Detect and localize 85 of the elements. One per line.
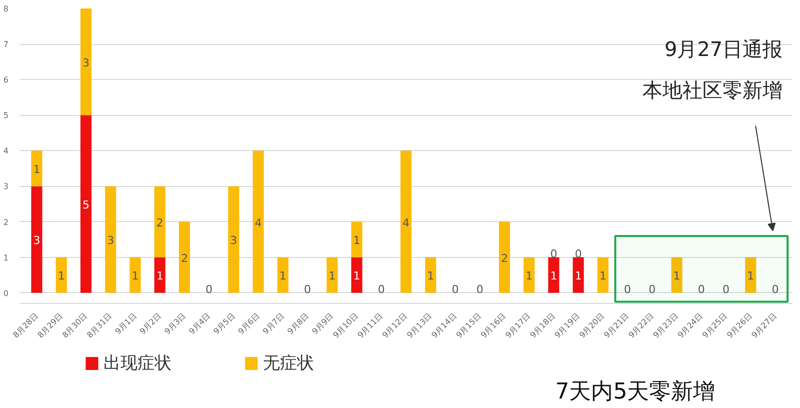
bar	[105, 186, 116, 293]
data-label: 5	[82, 198, 90, 212]
y-tick-label: 2	[3, 218, 9, 227]
bar	[745, 257, 756, 293]
data-label: 0	[206, 282, 213, 296]
data-label: 3	[107, 234, 114, 248]
y-tick-label: 8	[3, 4, 9, 14]
bar	[80, 8, 92, 116]
bar	[228, 186, 240, 293]
y-tick-label: 1	[3, 253, 9, 262]
data-label: 0	[476, 282, 484, 296]
data-label: 0	[550, 247, 558, 260]
bar	[80, 115, 92, 293]
data-label: 1	[747, 270, 754, 283]
data-label: 1	[279, 270, 286, 283]
y-tick-label: 3	[3, 182, 9, 192]
bar	[154, 257, 166, 293]
data-label: 2	[156, 216, 164, 230]
data-label: 3	[33, 234, 40, 248]
bar	[277, 257, 288, 293]
data-label: 0	[378, 282, 385, 296]
bar	[400, 150, 412, 293]
data-label: 1	[353, 234, 360, 248]
data-label: 2	[180, 252, 188, 265]
data-label: 3	[82, 56, 90, 70]
bar	[326, 257, 338, 293]
data-label: 3	[230, 234, 238, 248]
y-tick-label: 6	[3, 76, 9, 85]
data-label: 1	[599, 270, 606, 283]
bar	[524, 257, 535, 293]
data-label: 1	[33, 162, 40, 176]
data-label: 1	[526, 270, 533, 283]
bar	[351, 222, 362, 258]
x-tick-label: 9月1日	[114, 311, 138, 336]
x-tick-label: 9月6日	[236, 311, 262, 336]
data-label: 1	[427, 270, 434, 283]
data-label: 1	[156, 270, 164, 283]
data-label: 1	[58, 270, 65, 283]
bar	[31, 186, 42, 293]
bar	[425, 257, 436, 293]
legend-label: 出现症状	[104, 354, 172, 374]
x-tick-label: 9月4日	[187, 311, 212, 336]
data-label: 4	[254, 216, 262, 230]
data-label: 0	[452, 282, 459, 296]
data-label: 0	[722, 282, 730, 296]
bar	[351, 257, 362, 293]
x-tick-label: 8月31日	[85, 311, 114, 340]
x-tick-label: 9月2日	[138, 311, 164, 336]
data-label: 4	[402, 216, 410, 230]
bar	[154, 186, 166, 258]
bar	[178, 222, 190, 293]
x-tick-label: 9月3日	[162, 311, 188, 336]
y-tick-label: 4	[3, 146, 9, 156]
bar	[56, 257, 67, 293]
data-label: 0	[648, 282, 656, 296]
data-label: 0	[304, 282, 312, 296]
data-label: 1	[328, 270, 336, 283]
y-tick-label: 7	[3, 40, 9, 50]
data-label: 0	[698, 282, 705, 296]
data-label: 2	[500, 252, 508, 265]
data-label: 1	[353, 270, 360, 283]
annotation: 本地社区零新增	[642, 78, 783, 102]
bar	[671, 257, 682, 293]
data-label: 1	[550, 270, 558, 283]
legend-label: 无症状	[262, 354, 314, 374]
y-tick-label: 0	[3, 288, 9, 298]
y-tick-label: 5	[3, 111, 9, 120]
text: 7天内5天零新增	[555, 380, 716, 404]
bar	[498, 222, 510, 293]
data-label: 0	[574, 247, 582, 260]
bar	[572, 257, 584, 293]
bar	[548, 257, 560, 293]
data-label: 0	[772, 282, 779, 296]
bar	[597, 257, 608, 293]
x-tick-label: 9月8日	[286, 311, 311, 336]
bar	[130, 257, 141, 293]
data-label: 1	[132, 270, 139, 283]
data-label: 0	[624, 282, 632, 296]
bar	[252, 150, 264, 293]
data-label: 1	[673, 270, 680, 283]
annotation: 9月27日通报	[664, 36, 783, 61]
data-label: 1	[574, 270, 582, 283]
bar	[31, 150, 42, 186]
x-tick-label: 9月7日	[261, 311, 286, 336]
x-tick-label: 9月5日	[212, 311, 237, 336]
